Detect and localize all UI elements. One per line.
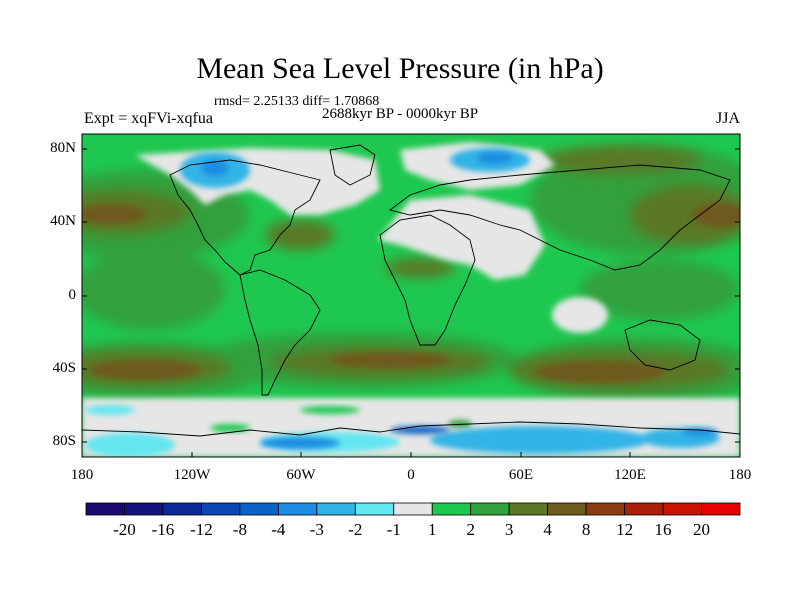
field-southern-ocean-grey [82,398,740,420]
colorbar-swatch [701,502,741,516]
colorbar-label: -8 [232,520,247,539]
lon-label-0: 0 [407,467,415,483]
colorbar-label: 4 [543,520,552,539]
field-canada-core [201,160,229,176]
colorbar-label: 1 [427,520,437,539]
colorbar-swatch [316,502,356,516]
pressure-field [82,134,740,457]
stats-label: rmsd= 2.25133 diff= 1.70868 [214,94,380,109]
period-label: 2688kyr BP - 0000kyr BP [322,106,479,122]
field-indian-grey [552,297,608,333]
lon-label-180w: 180 [70,467,94,483]
season-label: JJA [715,110,740,127]
colorbar-label: -16 [151,520,175,539]
colorbar-swatch [508,502,549,516]
colorbar-swatch [277,502,318,516]
colorbar-swatch [85,502,125,516]
colorbar-swatch [162,502,202,516]
colorbar-swatch [547,502,587,516]
field-sahel-olive [385,258,455,278]
colorbar-label: -1 [386,520,401,539]
field-satlantic-high [330,352,450,368]
coast-africa [379,214,476,346]
field-weddell-core [260,437,340,449]
lon-label-120w: 120W [173,467,211,483]
colorbar-label: 20 [693,520,711,539]
field-so-green-3 [300,406,360,414]
coast-antarctica [82,421,740,437]
field-pacific-band [82,250,225,330]
colorbar-swatch [431,502,472,516]
lon-label-120e: 120E [614,467,646,483]
colorbar-label: -2 [348,520,363,539]
lon-label-180e: 180 [728,467,752,483]
colorbar-label: -3 [309,520,324,539]
field-greenland-core [477,152,513,164]
field-eurasia-grey [378,195,545,280]
colorbar-swatch [470,502,510,516]
coast-eurasia [388,164,731,271]
field-dml-core [390,426,450,434]
coast-south-america [239,269,321,396]
field-eantarctica-low [430,426,650,454]
colorbar-swatch [393,502,433,516]
field-wpacific-band [580,260,740,320]
axis-ticks [81,148,741,457]
field-ross-low [85,433,175,457]
colorbar-label: 16 [654,520,672,539]
colorbar-swatch [662,502,702,516]
colorbar-label: -20 [113,520,136,539]
lon-label-60e: 60E [508,467,534,483]
lat-label-0: 0 [68,287,77,303]
field-so-cyan-1 [85,405,135,415]
colorbar-label: 3 [504,520,514,539]
experiment-label: Expt = xqFVi-xqfua [84,110,213,127]
colorbar-label: 12 [616,520,634,539]
colorbar-label: -12 [190,520,213,539]
field-so-green-1 [210,424,250,432]
colorbar-swatch [624,502,664,516]
field-npacific-high [82,204,146,224]
coast-greenland [329,144,376,186]
colorbar-swatch [124,502,164,516]
lat-label-40s: 40S [52,360,76,376]
colorbar-label: 8 [581,520,591,539]
colorbar-label: 2 [466,520,475,539]
colorbar-swatch [354,502,395,516]
field-siberia-olive [540,146,700,174]
coast-australia [624,319,701,371]
field-natlantic-olive [265,220,335,250]
colorbar-swatch [239,502,279,516]
lat-label-80s: 80S [52,433,76,449]
colorbar-label: -4 [271,520,286,539]
field-sindian-high [535,361,665,383]
coastlines [82,144,740,437]
field-nasia-high [692,203,740,227]
field-spacific-high [90,360,200,380]
coast-north-america [169,159,321,276]
map-title: Mean Sea Level Pressure (in hPa) [196,52,604,85]
colorbar-swatch [201,502,241,516]
field-nasia-olive [630,185,740,245]
lat-label-80n: 80N [50,140,76,156]
lon-label-60w: 60W [286,467,316,483]
colorbar [85,502,741,516]
lat-label-40n: 40N [50,213,76,229]
colorbar-swatch [585,502,625,516]
